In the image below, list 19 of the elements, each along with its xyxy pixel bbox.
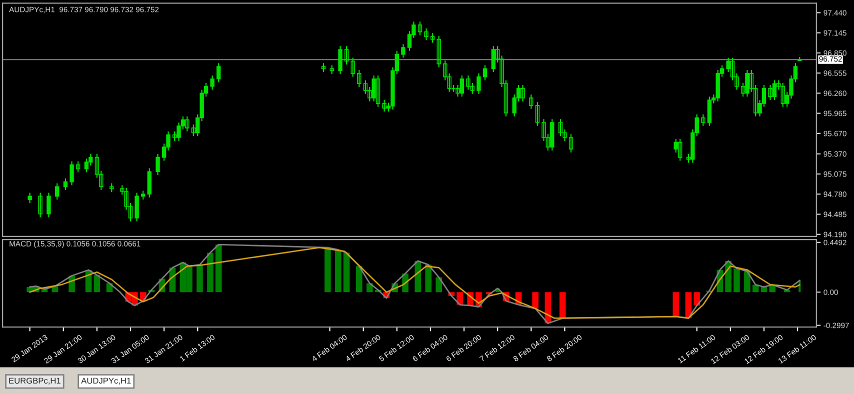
bar (672, 292, 680, 317)
bar (343, 252, 350, 292)
text: EURGBPc,H1 (9, 378, 60, 385)
bar (734, 268, 740, 292)
bar (324, 248, 331, 292)
bar (94, 275, 100, 292)
bar (532, 292, 538, 309)
bar (694, 292, 700, 306)
bar (744, 271, 750, 292)
bar (559, 292, 566, 318)
bar (196, 264, 203, 292)
bar (215, 244, 222, 292)
bar (356, 266, 362, 292)
text: AUDJPYc,H1 (81, 378, 131, 385)
bar (425, 264, 432, 292)
bar (207, 252, 214, 292)
candlestick (28, 192, 32, 204)
bar (436, 277, 442, 292)
bar (335, 250, 342, 292)
